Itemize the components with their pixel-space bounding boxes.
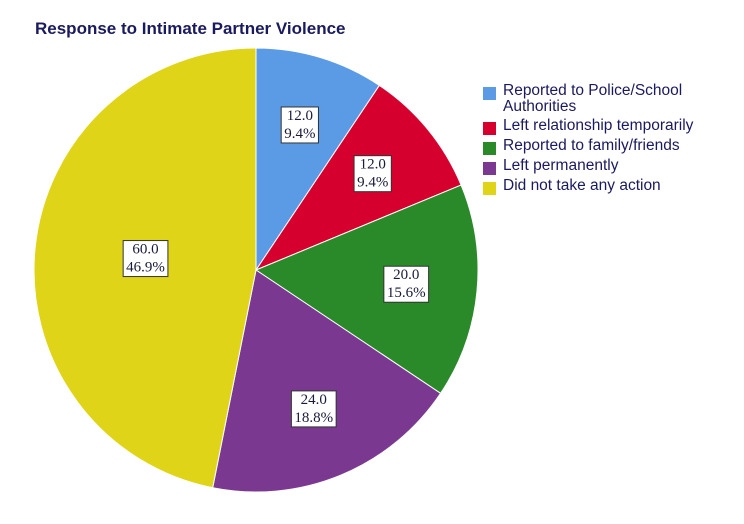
legend-swatch [483, 87, 496, 100]
value-label: 20.0 [393, 267, 419, 283]
value-label: 60.0 [132, 242, 158, 258]
legend-swatch [483, 182, 496, 195]
value-label: 12.0 [360, 157, 386, 173]
percent-label: 9.4% [357, 175, 388, 191]
chart-title: Response to Intimate Partner Violence [35, 19, 346, 38]
pie-slice [255, 47, 381, 272]
value-label: 12.0 [287, 108, 313, 124]
legend-label: Reported to family/friends [503, 137, 680, 154]
value-label: 24.0 [301, 392, 327, 408]
legend: Reported to Police/School Authorities Lef… [483, 83, 733, 198]
legend-item: Reported to family/friends [483, 138, 733, 155]
pie-slice [254, 184, 479, 395]
pie-slice [212, 269, 442, 493]
percent-label: 46.9% [126, 260, 165, 276]
legend-item: Left permanently [483, 158, 733, 175]
label-box [122, 240, 169, 278]
legend-label: Did not take any action [503, 177, 661, 194]
percent-label: 15.6% [387, 285, 426, 301]
percent-label: 9.4% [284, 126, 315, 142]
percent-label: 18.8% [294, 410, 333, 426]
legend-label: Reported to Police/School Authorities [503, 82, 683, 115]
legend-item: Reported to Police/School Authorities [483, 83, 733, 115]
legend-label: Left permanently [503, 157, 619, 174]
legend-swatch [483, 142, 496, 155]
legend-item: Left relationship temporarily [483, 118, 733, 135]
legend-item: Did not take any action [483, 178, 733, 195]
legend-label: Left relationship temporarily [503, 117, 694, 134]
label-box [353, 155, 392, 193]
legend-swatch [483, 162, 496, 175]
legend-swatch [483, 122, 496, 135]
label-box [280, 106, 319, 144]
label-box [290, 390, 337, 428]
label-box [383, 265, 430, 303]
